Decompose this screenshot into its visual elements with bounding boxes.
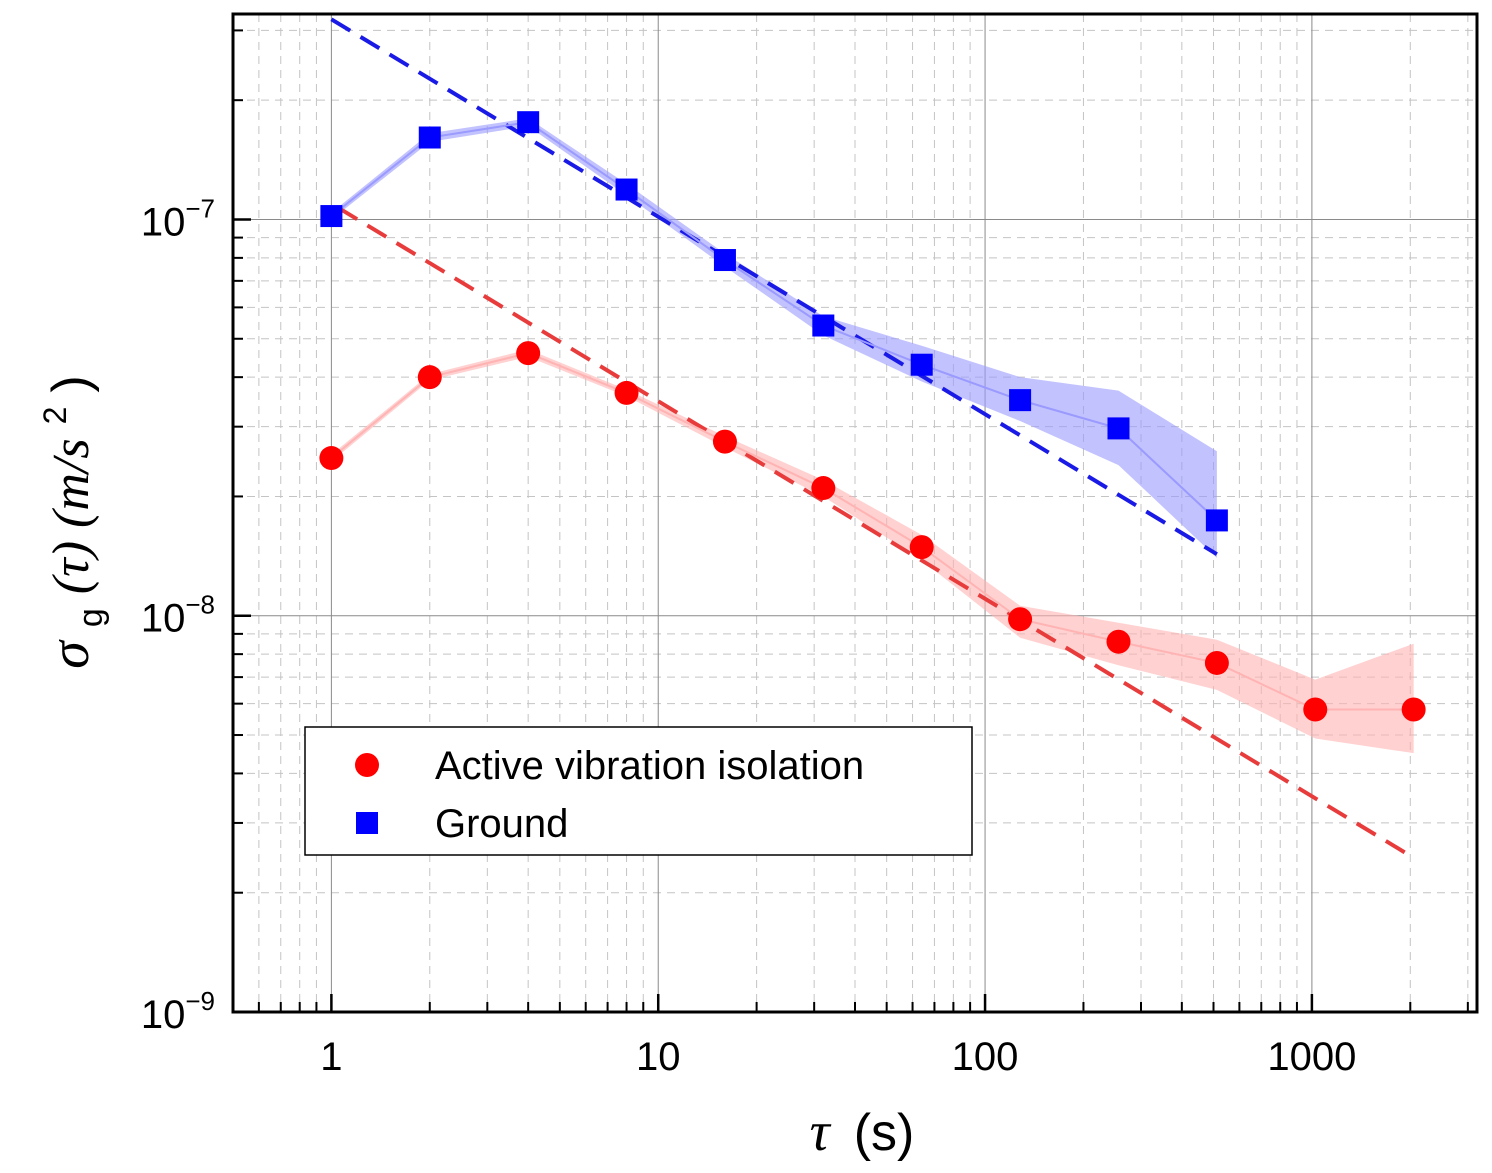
ground-data-point <box>812 314 835 337</box>
ground-data-point <box>1107 417 1130 440</box>
active-data-point <box>1401 697 1426 722</box>
active-data-point <box>1204 650 1229 675</box>
y-axis-symbol: σ <box>39 639 101 669</box>
y-tick-exponent: −9 <box>185 986 215 1016</box>
active-uncertainty-band <box>331 349 1414 754</box>
y-tick-label: 10−8 <box>141 590 215 641</box>
y-axis-subscript: g <box>72 608 110 627</box>
legend-box <box>304 726 973 856</box>
active-data-point <box>712 429 737 454</box>
uncertainty-bands <box>331 118 1414 754</box>
ground-uncertainty-band <box>331 118 1217 558</box>
y-axis-argument: (τ) (m/s <box>43 438 100 594</box>
x-tick-label: 100 <box>952 1035 1019 1079</box>
legend: Active vibration isolation Ground <box>304 726 973 856</box>
y-tick-exponent: −7 <box>185 193 215 223</box>
x-tick-label: 10 <box>636 1035 681 1079</box>
ground-data-point <box>1009 389 1032 412</box>
ground-data-point <box>910 353 933 376</box>
legend-square-marker <box>356 812 378 834</box>
y-tick-base: 10 <box>141 993 186 1037</box>
ground-data-point <box>320 205 343 228</box>
y-axis-title: σ g (τ) (m/s 2 ) <box>17 375 115 668</box>
y-axis-close: ) <box>42 375 100 392</box>
y-tick-exponent: −8 <box>185 590 215 620</box>
x-tick-label: 1000 <box>1267 1035 1356 1079</box>
x-tick-label: 1 <box>320 1035 342 1079</box>
active-fit-line <box>337 206 1415 860</box>
data-markers <box>319 111 1426 722</box>
active-data-point <box>417 365 442 390</box>
series-lines <box>330 121 1414 711</box>
ground-data-point <box>517 111 540 134</box>
active-data-point <box>1106 629 1131 654</box>
legend-circle-marker <box>355 753 379 777</box>
ground-fit-line <box>330 17 1218 556</box>
ground-data-point <box>418 126 441 149</box>
x-axis-symbol: τ <box>810 1101 832 1163</box>
fit-lines <box>330 17 1415 860</box>
active-series-line <box>330 352 1414 711</box>
x-tick-labels: 1 10 100 1000 <box>320 1035 1356 1079</box>
ground-data-point <box>615 178 638 201</box>
x-axis-unit: (s) <box>854 1104 915 1162</box>
x-axis-title: τ (s) <box>810 1101 915 1163</box>
y-tick-label: 10−7 <box>141 193 215 244</box>
y-axis-superscript: 2 <box>37 407 73 425</box>
active-data-point <box>319 446 344 471</box>
y-tick-base: 10 <box>141 597 186 641</box>
ground-data-point <box>713 249 736 272</box>
legend-label-ground: Ground <box>435 802 568 846</box>
ground-series-line <box>330 121 1218 522</box>
axis-ticks <box>232 29 1469 1014</box>
y-tick-label: 10−9 <box>141 986 215 1037</box>
y-tick-labels: 10−710−810−9 <box>141 193 215 1037</box>
active-data-point <box>811 476 836 501</box>
active-data-point <box>516 341 541 366</box>
y-tick-base: 10 <box>141 200 186 244</box>
ground-data-point <box>1205 509 1228 532</box>
legend-label-active: Active vibration isolation <box>435 744 864 788</box>
active-data-point <box>614 380 639 405</box>
active-data-point <box>1303 697 1328 722</box>
active-data-point <box>909 535 934 560</box>
active-data-point <box>1008 607 1033 632</box>
